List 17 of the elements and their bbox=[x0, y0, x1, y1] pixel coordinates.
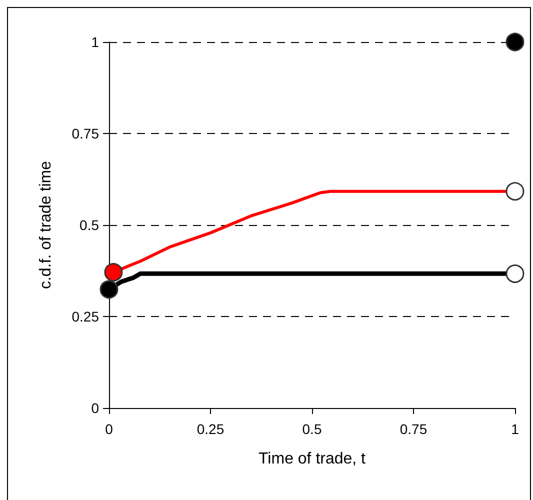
x-axis-title: Time of trade, t bbox=[258, 450, 366, 468]
point bbox=[104, 262, 123, 282]
point bbox=[506, 32, 524, 52]
y-axis-title: c.d.f. of trade time bbox=[38, 160, 54, 290]
y-tick-label: 0.25 bbox=[72, 308, 100, 324]
point bbox=[506, 264, 524, 283]
y-tick-label: 1 bbox=[91, 34, 100, 50]
y-tick-label: 0.5 bbox=[80, 217, 100, 233]
x-tick-label: 0.75 bbox=[400, 421, 428, 437]
y-tick-label: 0 bbox=[91, 400, 100, 416]
x-tick-label: 0.25 bbox=[196, 421, 224, 437]
point bbox=[100, 280, 118, 299]
point bbox=[506, 182, 524, 201]
x-tick-label: 1 bbox=[511, 421, 520, 437]
y-tick-label: 0.75 bbox=[72, 126, 100, 142]
x-tick-label: 0 bbox=[105, 421, 114, 437]
x-tick-label: 0.5 bbox=[302, 421, 322, 437]
